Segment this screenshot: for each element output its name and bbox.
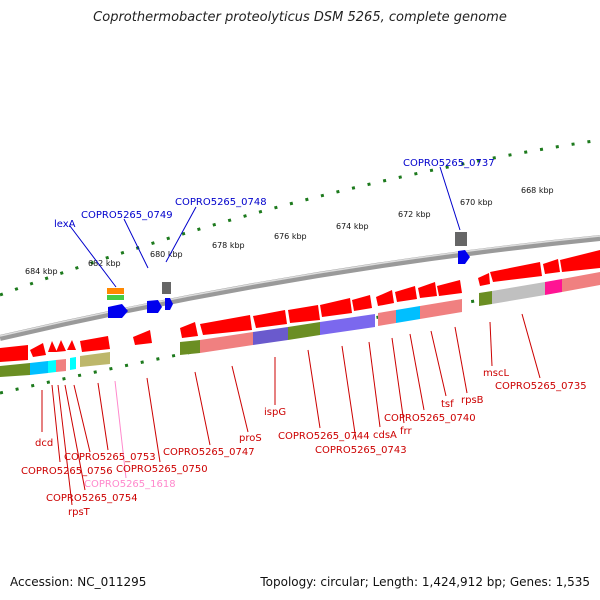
gene-label: COPRO5265_0750 <box>116 464 208 475</box>
cds-arrow <box>376 290 394 306</box>
kbp-labels: 684 kbp 682 kbp 680 kbp 678 kbp 676 kbp … <box>25 186 554 276</box>
gene-label: mscL <box>483 368 509 379</box>
cds-arrow <box>67 340 76 350</box>
gene-label: COPRO5265_0749 <box>81 210 173 221</box>
gene-0737 <box>458 250 470 264</box>
kbp-label: 676 kbp <box>274 232 307 241</box>
gene-gray-0748 <box>162 282 171 294</box>
cds-arrow <box>200 315 252 335</box>
gene-label: COPRO5265_0753 <box>64 452 156 463</box>
cds-arrow <box>490 262 542 282</box>
kbp-label: 674 kbp <box>336 222 369 231</box>
kbp-label: 680 kbp <box>150 250 183 259</box>
genome-title: Coprothermobacter proteolyticus DSM 5265… <box>93 10 507 25</box>
cds-arrow <box>80 336 110 352</box>
genome-backbone-highlight <box>0 235 600 337</box>
gene-0749 <box>147 300 162 313</box>
cds-arrow <box>180 322 198 338</box>
kbp-label: 670 kbp <box>460 198 493 207</box>
kbp-label: 668 kbp <box>521 186 554 195</box>
cds-arrow <box>133 330 152 345</box>
gene-label: COPRO5265_0735 <box>495 381 587 392</box>
gene-label: COPRO5265_0754 <box>46 493 138 504</box>
gene-label: cdsA <box>373 430 397 441</box>
cds-track <box>0 250 600 362</box>
gene-label: lexA <box>54 219 76 230</box>
topology-text: Topology: circular; Length: 1,424,912 bp… <box>260 575 590 589</box>
red-leaders <box>41 313 541 506</box>
cds-arrow <box>56 340 66 352</box>
cds-arrow <box>0 345 28 362</box>
gene-0748-arrow <box>165 298 173 310</box>
kbp-label: 684 kbp <box>25 267 58 276</box>
cds-arrow <box>437 280 462 296</box>
cds-arrow <box>543 259 560 274</box>
gene-label: COPRO5265_0748 <box>175 197 267 208</box>
gene-label: COPRO5265_0743 <box>315 445 407 456</box>
kbp-label: 672 kbp <box>398 210 431 219</box>
gene-label: tsf <box>441 399 454 410</box>
accession-text: Accession: NC_011295 <box>10 575 147 589</box>
cog-track <box>0 272 600 377</box>
gene-lexA <box>108 304 128 318</box>
gene-label: COPRO5265_0740 <box>384 413 476 424</box>
gene-label: COPRO5265_0744 <box>278 431 370 442</box>
gene-label: ispG <box>264 407 286 418</box>
red-labels: dcd COPRO5265_0756 rpsT COPRO5265_0754 C… <box>21 368 587 518</box>
gene-label: COPRO5265_0737 <box>403 158 495 169</box>
cds-arrow <box>288 305 320 323</box>
gene-label: frr <box>400 426 412 437</box>
cds-arrow <box>48 341 57 352</box>
cds-arrow <box>418 282 437 298</box>
pink-leader <box>114 380 127 479</box>
cds-arrow <box>560 250 600 272</box>
gene-label: COPRO5265_0756 <box>21 466 113 477</box>
cds-arrow <box>395 286 417 302</box>
gene-orange <box>107 288 124 294</box>
gene-label: proS <box>239 433 262 444</box>
cds-arrow <box>253 310 287 328</box>
gene-label: rpsB <box>461 395 484 406</box>
kbp-label: 682 kbp <box>88 259 121 268</box>
gene-label: dcd <box>35 438 53 449</box>
genome-backbone <box>0 235 600 341</box>
gene-label: rpsT <box>68 507 91 518</box>
cds-arrow <box>30 343 46 357</box>
cds-arrow <box>478 273 490 286</box>
gene-green-small <box>107 295 124 300</box>
cds-arrow <box>352 295 372 311</box>
cds-arrow <box>320 298 352 317</box>
gene-gray-0737 <box>455 232 467 246</box>
kbp-label: 678 kbp <box>212 241 245 250</box>
gene-label: COPRO5265_0747 <box>163 447 255 458</box>
blue-labels: lexA COPRO5265_0749 COPRO5265_0748 COPRO… <box>54 158 495 230</box>
gene-label-pink: COPRO5265_1618 <box>84 479 176 490</box>
blue-leaders <box>69 166 461 288</box>
